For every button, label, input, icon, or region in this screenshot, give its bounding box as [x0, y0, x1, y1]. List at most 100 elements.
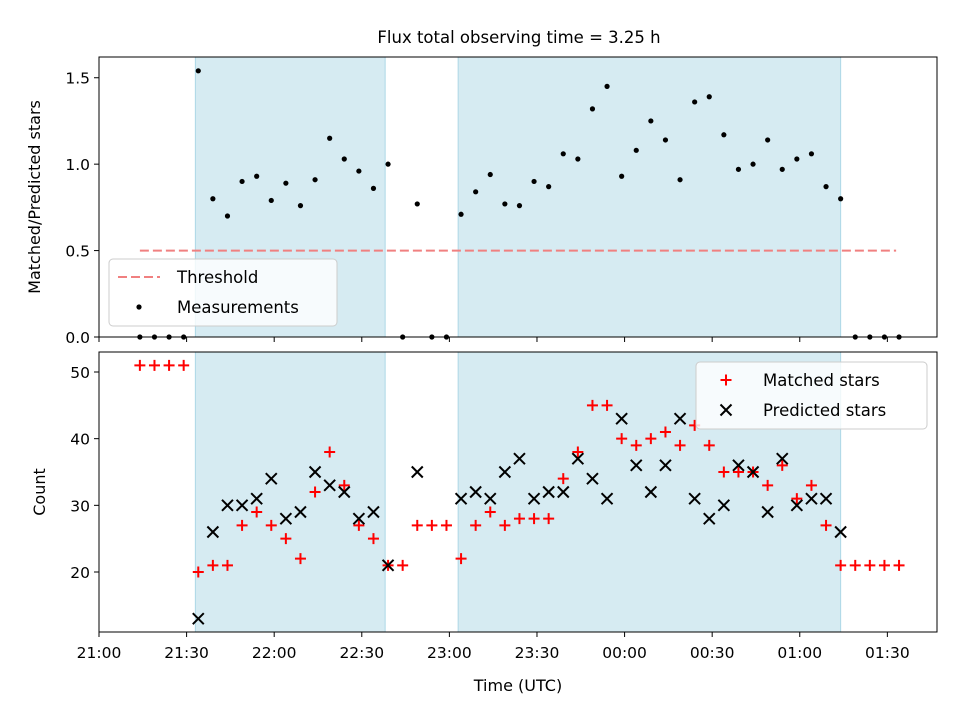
measurement-point [633, 147, 639, 153]
measurement-point [385, 161, 391, 167]
measurement-point [706, 94, 712, 100]
y-tick-label: 20 [70, 564, 90, 582]
x-tick-label: 23:30 [515, 644, 560, 662]
predicted-star-marker [615, 412, 628, 425]
measurement-point [531, 178, 537, 185]
legend: Matched stars Predicted stars [695, 361, 928, 430]
shaded-interval-1 [457, 56, 842, 338]
matched-star-marker [178, 359, 190, 371]
predicted-star-marker [557, 485, 570, 499]
x-tick-label: 01:00 [777, 644, 822, 662]
matched-star-marker [280, 533, 292, 545]
matched-star-marker [251, 506, 263, 518]
measurement-point [589, 106, 596, 112]
matched-star-marker [543, 513, 555, 525]
measurement-point [662, 137, 669, 143]
predicted-star-marker [790, 499, 804, 512]
measurement-point [356, 168, 362, 174]
legend-matched-label: Matched stars [763, 371, 880, 390]
matched-star-marker [353, 519, 365, 531]
legend-predicted-label: Predicted stars [763, 401, 886, 420]
matched-star-marker [878, 559, 890, 571]
measurement-point [239, 178, 245, 185]
y-tick-label: 50 [70, 364, 90, 382]
matched-star-marker [732, 466, 744, 478]
matched-star-marker [586, 399, 598, 411]
legend-predicted-swatch [719, 403, 733, 417]
x-tick-label: 21:00 [77, 644, 122, 662]
measurement-point [487, 171, 493, 178]
measurement-point [502, 201, 508, 207]
shaded-interval-0 [194, 351, 386, 633]
measurement-point [341, 156, 347, 162]
matched-star-marker [207, 559, 219, 571]
predicted-star-marker [235, 499, 249, 512]
y-axis-label: Matched/Predicted stars [25, 100, 44, 294]
measurement-point [473, 189, 479, 195]
measurement-point [224, 213, 231, 219]
predicted-star-marker [834, 525, 847, 539]
matched-star-marker [616, 433, 628, 445]
chart-title: Flux total observing time = 3.25 h [377, 28, 660, 47]
matched-star-marker [601, 399, 613, 411]
measurement-point [268, 197, 274, 204]
predicted-star-marker [352, 512, 366, 525]
legend-box [695, 361, 928, 430]
top-axes: 0.0 0.5 1.0 1.5 Matched/Predicted stars Thres… [25, 56, 938, 347]
predicted-star-marker [206, 525, 220, 539]
matched-star-marker [148, 359, 160, 371]
predicted-star-marker [586, 472, 599, 485]
predicted-star-marker [819, 492, 833, 505]
matched-star-marker [557, 473, 569, 485]
predicted-star-marker [746, 465, 760, 479]
legend-measurement-label: Measurements [177, 298, 299, 317]
matched-star-marker [791, 493, 803, 505]
measurement-point [560, 151, 566, 157]
matched-star-marker [455, 553, 467, 565]
measurement-point [414, 201, 420, 207]
measurement-point [794, 156, 800, 162]
predicted-star-marker [542, 485, 555, 499]
predicted-star-marker [717, 499, 731, 512]
measurement-point [370, 185, 377, 191]
measurement-point [327, 135, 333, 141]
matched-star-marker [864, 559, 876, 571]
predicted-star-marker [688, 492, 701, 505]
matched-star-marker [470, 519, 482, 531]
x-tick-label: 22:30 [339, 644, 384, 662]
measurement-point [210, 196, 216, 202]
predicted-star-marker [484, 492, 497, 505]
predicted-star-marker [805, 492, 818, 505]
matched-star-marker [572, 446, 584, 458]
matched-star-marker [426, 519, 438, 531]
predicted-star-marker [469, 485, 482, 499]
predicted-star-marker [527, 492, 541, 505]
matched-star-marker [703, 439, 715, 451]
predicted-star-marker [381, 559, 395, 572]
matched-star-marker [397, 559, 409, 571]
measurement-point [721, 132, 727, 138]
predicted-star-marker [571, 452, 585, 465]
predicted-star-marker [659, 459, 672, 472]
matched-star-marker [893, 559, 905, 571]
predicted-star-marker [279, 512, 293, 525]
axes-frame [98, 351, 938, 633]
predicted-star-marker [498, 465, 512, 479]
predicted-star-marker [513, 452, 526, 465]
matched-star-marker [324, 446, 336, 458]
matched-star-marker [630, 439, 642, 451]
measurement-point [765, 137, 771, 143]
measurement-point [779, 166, 785, 172]
legend-measurement-swatch [136, 304, 142, 310]
x-tick-label: 22:00 [252, 644, 297, 662]
matched-star-marker [762, 479, 774, 491]
matched-star-marker [499, 519, 511, 531]
predicted-star-marker [411, 465, 424, 479]
predicted-star-marker [294, 505, 307, 519]
legend-box [108, 258, 338, 327]
measurement-point [546, 184, 552, 190]
matched-star-marker [163, 359, 175, 371]
y-tick-label: 30 [70, 497, 90, 515]
predicted-star-marker [250, 492, 263, 505]
